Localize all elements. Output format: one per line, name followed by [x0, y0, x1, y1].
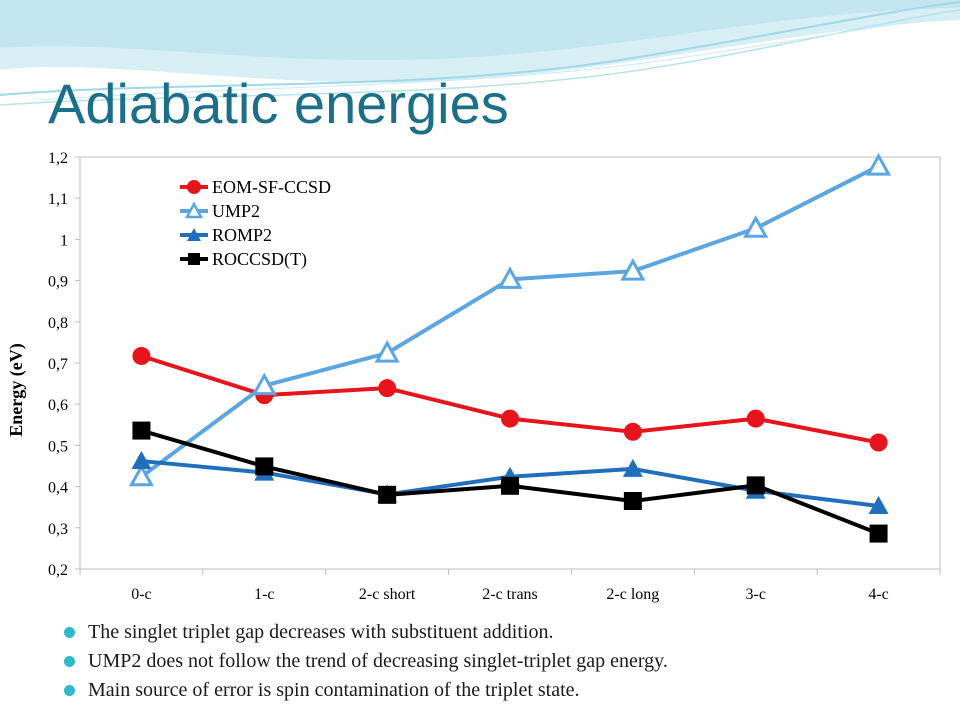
y-tick-label: 0,9	[48, 274, 68, 291]
y-tick-label: 0,5	[48, 438, 68, 455]
data-point	[869, 524, 888, 543]
line-chart: 0,2 0,3 0,4 0,5 0,6 0,7 0,8 0,9 1 1,1 1,2 0-c 1-c 2-…	[6, 150, 941, 603]
legend-item: UMP2	[180, 201, 260, 221]
data-point	[378, 485, 397, 504]
y-axis: 0,2 0,3 0,4 0,5 0,6 0,7 0,8 0,9 1 1,1 1,2	[48, 150, 80, 579]
x-axis: 0-c 1-c 2-c short 2-c trans 2-c long 3-c 4-c	[79, 569, 941, 603]
data-point	[623, 422, 642, 441]
x-tick-label: 2-c long	[606, 586, 659, 603]
legend-label: ROMP2	[212, 225, 272, 245]
data-point	[869, 433, 888, 452]
data-point	[743, 215, 769, 238]
legend-marker	[184, 201, 204, 219]
data-point	[746, 476, 765, 495]
legend-label: UMP2	[212, 201, 260, 221]
data-point	[501, 476, 519, 495]
bullet-item: UMP2 does not follow the trend of decrea…	[64, 647, 668, 676]
data-point	[128, 463, 154, 487]
legend-marker	[188, 253, 200, 265]
data-point	[866, 152, 892, 176]
y-tick-label: 0,3	[48, 521, 68, 538]
data-point	[497, 266, 523, 289]
data-point	[868, 495, 889, 514]
legend-item: ROMP2	[180, 225, 272, 245]
y-tick-label: 1	[60, 232, 68, 249]
legend-label: ROCCSD(T)	[212, 249, 307, 270]
series-ump2	[128, 152, 892, 487]
y-tick-label: 0,7	[48, 356, 68, 373]
y-tick-label: 0,6	[48, 397, 68, 414]
data-point	[623, 492, 642, 511]
x-tick-label: 1-c	[254, 586, 274, 603]
data-point	[255, 457, 274, 476]
data-point	[501, 409, 519, 428]
slide-title: Adiabatic energies	[48, 72, 509, 135]
legend-label: EOM-SF-CCSD	[212, 177, 331, 197]
legend-marker	[187, 180, 201, 194]
y-tick-label: 0,2	[48, 562, 68, 579]
data-point	[378, 379, 397, 398]
x-tick-label: 4-c	[868, 586, 888, 603]
bullet-item: The singlet triplet gap decreases with s…	[64, 618, 668, 647]
data-point	[622, 458, 643, 477]
x-tick-label: 0-c	[131, 586, 151, 603]
x-tick-label: 2-c trans	[482, 586, 538, 603]
y-axis-label: Energy (eV)	[6, 343, 27, 436]
series-line	[140, 354, 879, 445]
x-tick-label: 3-c	[745, 586, 765, 603]
y-tick-label: 0,4	[48, 480, 68, 497]
data-point	[251, 372, 277, 396]
data-point	[746, 409, 765, 428]
y-tick-label: 0,8	[48, 315, 68, 332]
x-tick-label: 2-c short	[359, 586, 416, 603]
data-point	[620, 258, 646, 281]
legend-marker	[187, 228, 201, 241]
data-point	[374, 340, 400, 363]
data-point	[132, 346, 151, 365]
bullet-item: Main source of error is spin contaminati…	[64, 676, 668, 705]
data-point	[132, 421, 151, 440]
legend-item: ROCCSD(T)	[180, 249, 307, 270]
y-tick-label: 1,1	[48, 191, 68, 208]
legend: EOM-SF-CCSD UMP2 ROMP2 ROCCSD(T)	[180, 177, 331, 270]
legend-item: EOM-SF-CCSD	[180, 177, 331, 197]
data-point	[131, 451, 152, 470]
bullet-list: The singlet triplet gap decreases with s…	[64, 618, 668, 705]
series-layer	[128, 152, 892, 543]
y-tick-label: 1,2	[48, 150, 68, 167]
series-roccsd-t	[132, 421, 888, 543]
header-swoosh	[0, 0, 960, 106]
